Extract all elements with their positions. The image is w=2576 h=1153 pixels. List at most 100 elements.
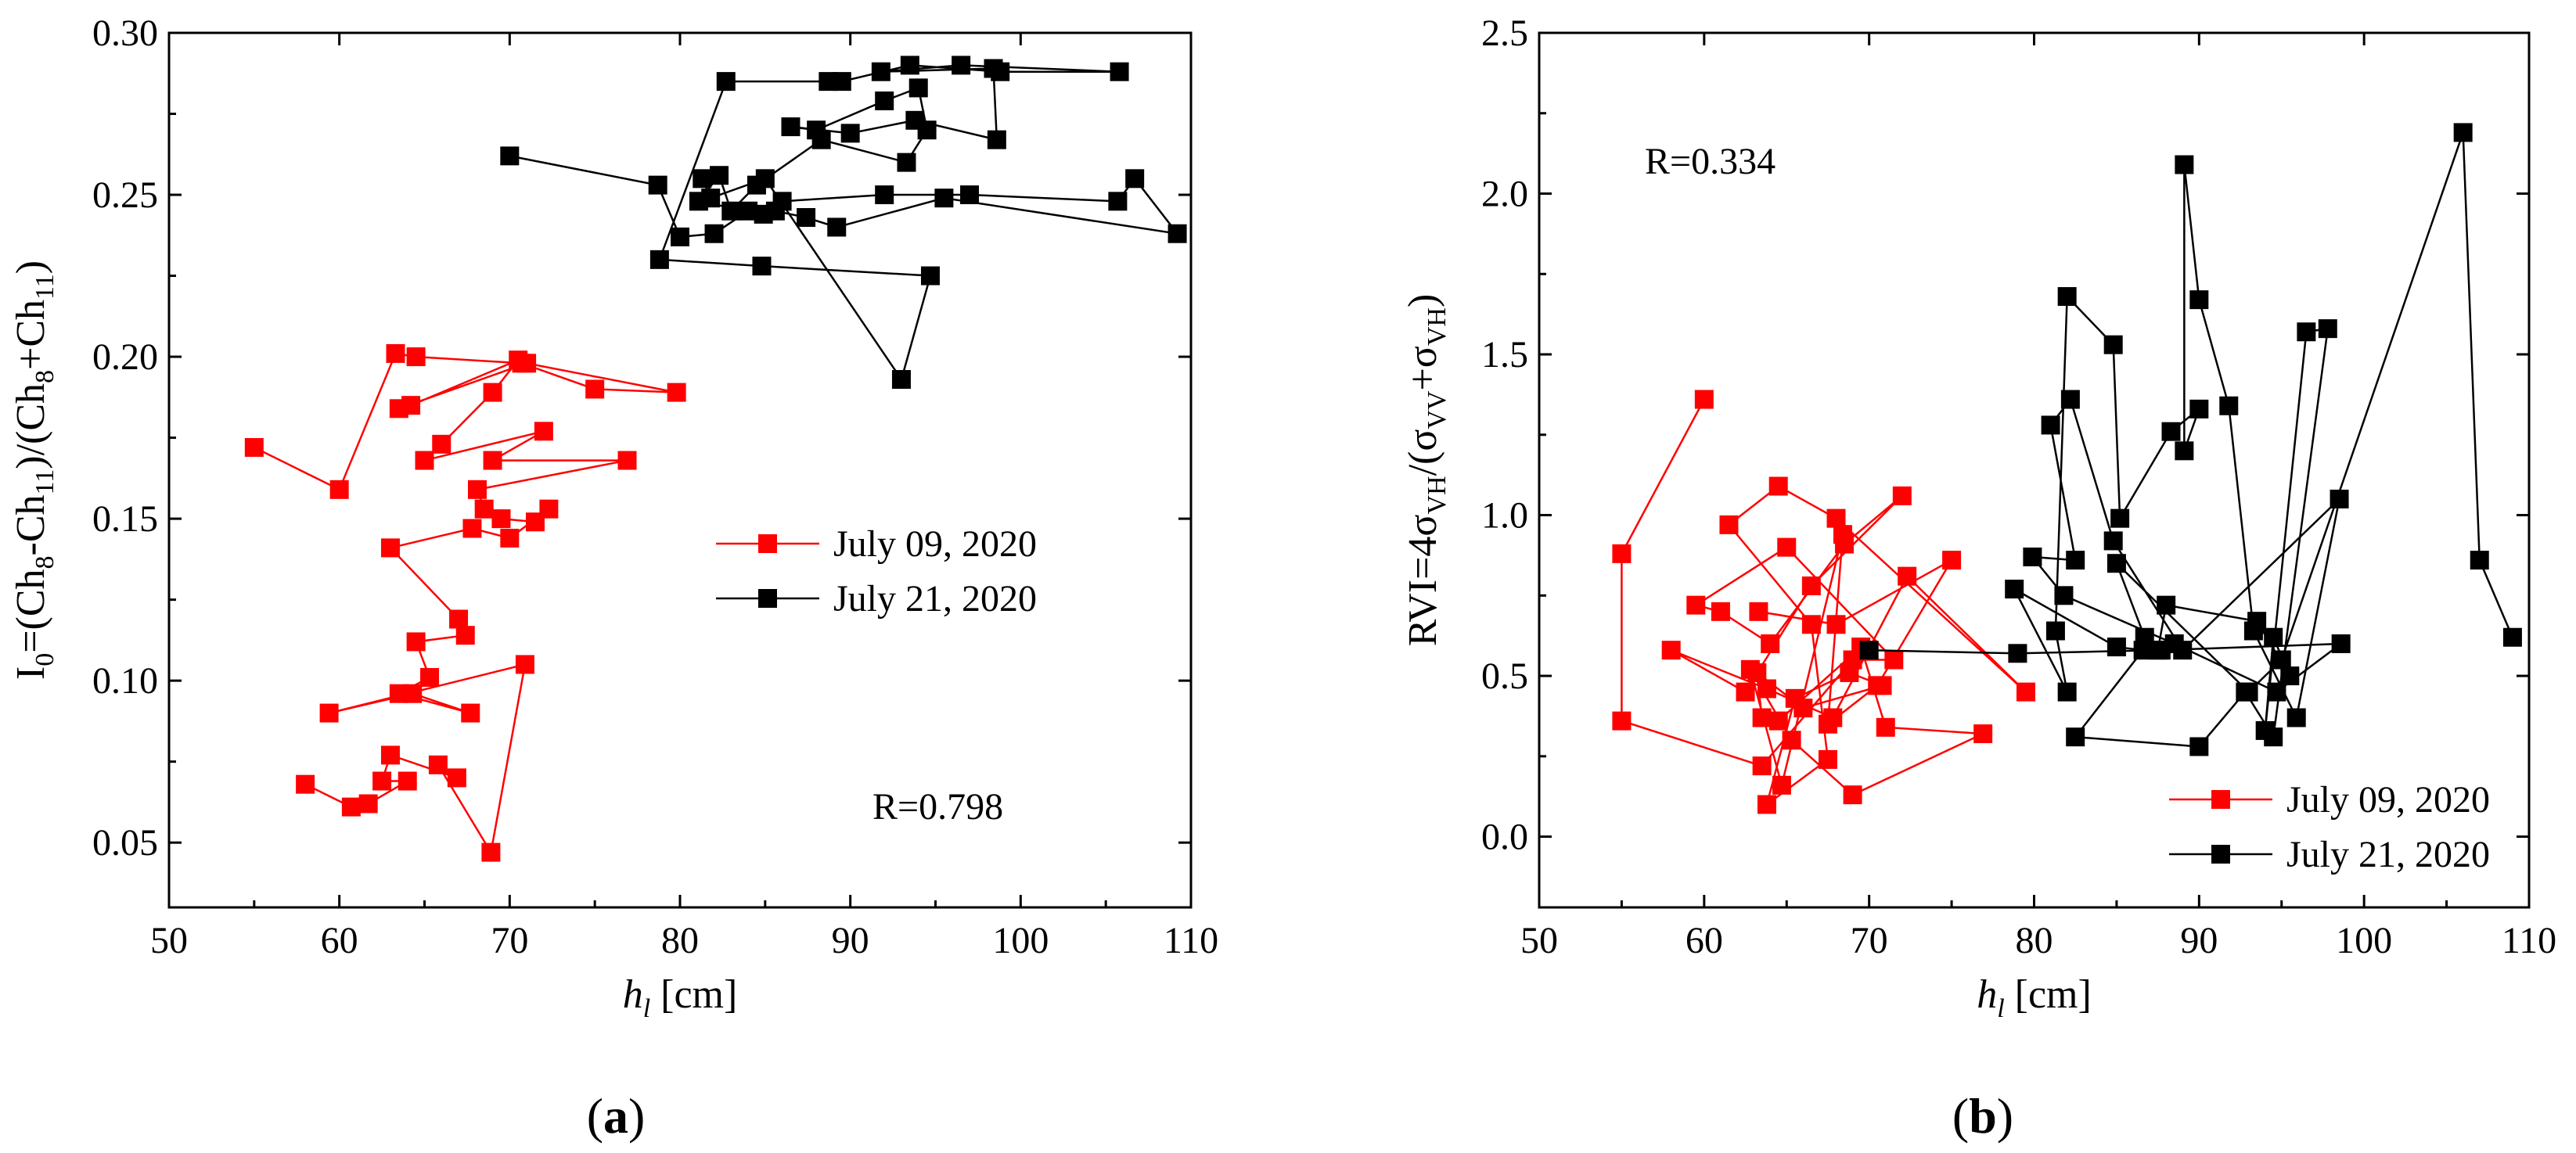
x-tick-label: 80 bbox=[661, 920, 699, 961]
data-point bbox=[1736, 682, 1755, 702]
legend-label: July 21, 2020 bbox=[833, 578, 1037, 620]
data-point bbox=[1782, 731, 1801, 750]
data-point bbox=[754, 204, 773, 224]
data-point bbox=[987, 130, 1006, 149]
data-point bbox=[2318, 319, 2337, 339]
data-point bbox=[481, 842, 501, 862]
data-point bbox=[1898, 566, 1917, 586]
data-point bbox=[797, 208, 816, 228]
data-point bbox=[1840, 663, 1859, 682]
data-point bbox=[952, 56, 971, 75]
data-point bbox=[1761, 634, 1780, 653]
data-point bbox=[934, 189, 954, 208]
data-point bbox=[1108, 192, 1128, 211]
x-tick-label: 70 bbox=[1851, 920, 1888, 961]
data-point bbox=[2106, 638, 2126, 657]
data-point bbox=[2106, 554, 2126, 573]
data-point bbox=[871, 62, 890, 81]
x-tick-label: 50 bbox=[1520, 920, 1558, 961]
data-point bbox=[2264, 627, 2283, 647]
data-point bbox=[403, 684, 423, 703]
series-july-21 bbox=[1859, 123, 2522, 756]
data-point bbox=[2453, 123, 2473, 142]
data-point bbox=[1801, 615, 1821, 634]
x-tick-label: 80 bbox=[2016, 920, 2053, 961]
x-tick-label: 50 bbox=[150, 920, 188, 961]
data-point bbox=[1793, 699, 1813, 718]
data-point bbox=[319, 703, 339, 723]
data-point bbox=[500, 528, 520, 548]
data-point bbox=[818, 72, 838, 92]
x-tick-label: 100 bbox=[2336, 920, 2392, 961]
data-point bbox=[875, 185, 894, 205]
data-point bbox=[1833, 525, 1852, 544]
panel-b: 50 60 70 80 90 100 110 0.0 0.5 1.0 1.5 2.0 2.5 hl [cm… bbox=[1401, 13, 2556, 1144]
data-point bbox=[920, 266, 940, 286]
data-point bbox=[2189, 737, 2209, 756]
legend-label: July 09, 2020 bbox=[2286, 779, 2490, 821]
y-tick-label: 0.10 bbox=[92, 660, 158, 702]
data-point bbox=[406, 347, 426, 367]
data-point bbox=[2175, 441, 2194, 461]
data-point bbox=[2057, 682, 2077, 702]
data-point bbox=[1859, 641, 1879, 660]
data-point bbox=[2267, 682, 2286, 702]
series-line bbox=[1621, 398, 2027, 807]
x-tick-label: 60 bbox=[1686, 920, 1723, 961]
y-axis-label: I0=(Ch8-Ch11)/(Ch8+Ch11) bbox=[9, 260, 59, 680]
data-point bbox=[2110, 508, 2130, 528]
legend-label: July 09, 2020 bbox=[833, 523, 1037, 565]
data-point bbox=[960, 185, 980, 205]
data-point bbox=[2264, 727, 2283, 747]
data-point bbox=[2175, 155, 2194, 174]
x-axis-label: hl [cm] bbox=[1977, 972, 2092, 1023]
data-point bbox=[721, 201, 741, 221]
data-point bbox=[2023, 547, 2042, 566]
legend-marker bbox=[2211, 790, 2230, 809]
data-point bbox=[2286, 708, 2306, 727]
data-point bbox=[2331, 634, 2351, 653]
data-point bbox=[1818, 714, 1837, 734]
x-tick-label: 90 bbox=[2180, 920, 2218, 961]
data-point bbox=[671, 227, 689, 246]
y-tick-label: 1.0 bbox=[1481, 495, 1528, 537]
data-point bbox=[1110, 62, 1129, 81]
data-point bbox=[1884, 650, 1904, 670]
data-point bbox=[781, 117, 801, 137]
data-point bbox=[358, 794, 378, 814]
data-point bbox=[2151, 641, 2171, 660]
data-point bbox=[341, 797, 361, 817]
data-point bbox=[415, 451, 434, 470]
panel-a: 50 60 70 80 90 100 110 0.05 0.10 0.15 0.20 0.25 0.30… bbox=[9, 13, 1218, 1144]
data-point bbox=[1942, 551, 1962, 570]
data-point bbox=[585, 379, 605, 399]
y-tick-label: 0.05 bbox=[92, 822, 158, 864]
x-tick-label: 60 bbox=[321, 920, 358, 961]
x-tick-label: 110 bbox=[1164, 920, 1218, 961]
data-point bbox=[1843, 785, 1862, 805]
series-july-09 bbox=[244, 343, 686, 862]
y-tick-label: 0.25 bbox=[92, 174, 158, 216]
legend-label: July 21, 2020 bbox=[2286, 834, 2490, 875]
data-point bbox=[908, 78, 928, 98]
data-point bbox=[398, 771, 417, 791]
y-tick-label: 2.5 bbox=[1481, 13, 1528, 54]
x-axis-label: hl [cm] bbox=[623, 972, 738, 1023]
data-point bbox=[2330, 489, 2349, 508]
data-point bbox=[1752, 708, 1772, 727]
data-point bbox=[2297, 322, 2316, 342]
data-point bbox=[2219, 396, 2239, 415]
data-point bbox=[1757, 795, 1776, 814]
correlation-annotation: R=0.798 bbox=[872, 786, 1003, 828]
data-point bbox=[1719, 515, 1739, 534]
y-tick-label: 0.30 bbox=[92, 13, 158, 54]
data-point bbox=[755, 169, 775, 189]
legend-marker bbox=[758, 589, 777, 608]
data-point bbox=[462, 519, 482, 538]
data-point bbox=[1801, 576, 1821, 595]
data-point bbox=[1826, 615, 1846, 634]
data-point bbox=[710, 166, 729, 185]
data-point bbox=[483, 383, 502, 402]
data-point bbox=[1768, 711, 1788, 731]
